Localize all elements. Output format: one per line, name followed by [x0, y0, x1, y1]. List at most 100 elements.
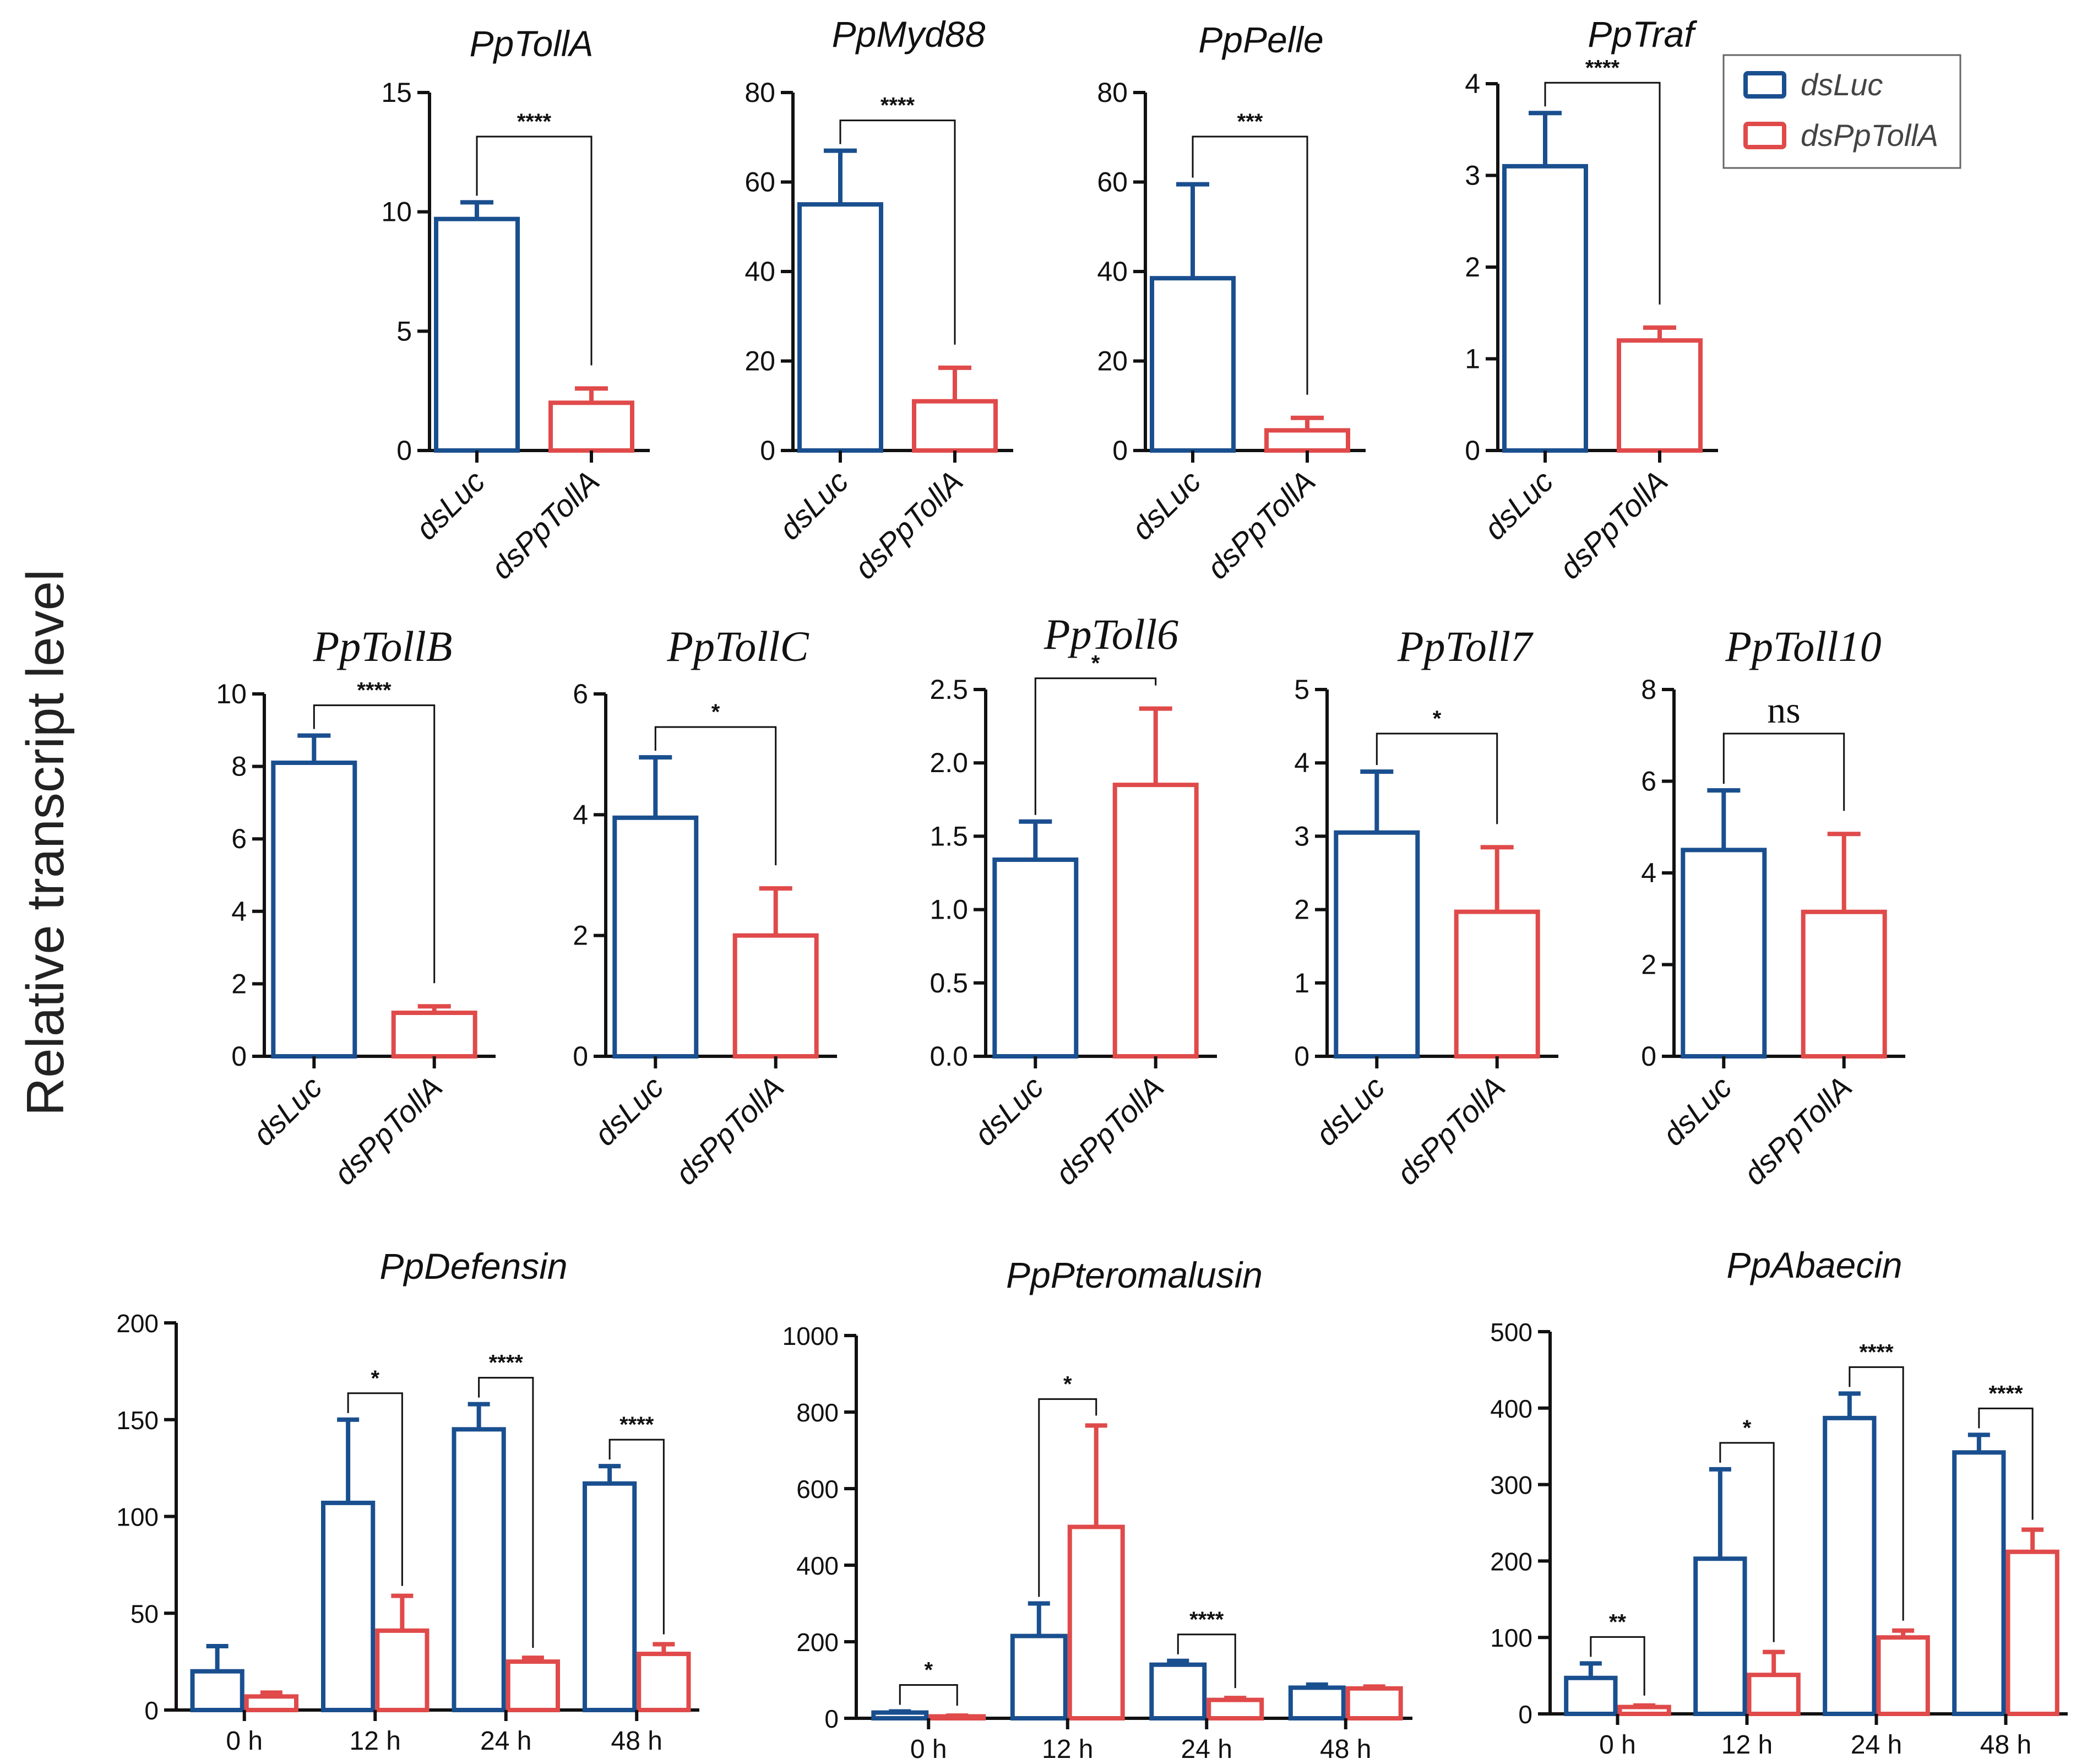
x-tick-label: 24 h [1181, 1735, 1232, 1764]
y-tick-label: 1 [1294, 968, 1309, 998]
x-tick-label: dsLuc [1309, 1070, 1392, 1152]
chart-panels: PpTollA051015dsLucdsPpTollA****PpMyd8802… [116, 14, 2068, 1764]
significance-label: * [1091, 652, 1100, 676]
x-tick-label: 12 h [1721, 1730, 1773, 1760]
x-tick-label: 12 h [350, 1727, 401, 1756]
bar-dspptolla [244, 1694, 298, 1713]
y-tick-label: 0 [231, 1041, 247, 1072]
y-tick-label: 1.0 [930, 894, 968, 925]
chart-title: PpAbaecin [1726, 1245, 1902, 1285]
y-tick-label: 2 [1465, 252, 1480, 283]
x-tick-label: dsPpTollA [1048, 1070, 1170, 1191]
y-tick-label: 3 [1294, 821, 1309, 851]
y-tick-label: 60 [1097, 167, 1128, 198]
significance-bracket [1192, 135, 1308, 395]
significance-bracket [1544, 82, 1661, 305]
significance-label: **** [1859, 1340, 1894, 1364]
bar-dspptolla [928, 1714, 986, 1720]
y-tick-label: 100 [116, 1503, 159, 1532]
significance-label: **** [1585, 56, 1620, 80]
y-tick-label: 0.0 [930, 1041, 968, 1072]
y-tick-label: 0 [1294, 1041, 1309, 1072]
bar-dspptolla [1454, 909, 1540, 1059]
significance-bracket [476, 135, 593, 366]
significance-bracket [1376, 732, 1498, 824]
y-tick-label: 2.0 [930, 747, 968, 778]
y-tick-label: 200 [116, 1309, 159, 1338]
chart-title: PpToll10 [1725, 622, 1881, 670]
significance-label: **** [357, 679, 392, 703]
y-tick-label: 20 [1097, 346, 1128, 377]
x-tick-label: dsPpTollA [668, 1070, 790, 1191]
significance-bracket [1038, 1398, 1097, 1597]
bar-dspptolla [1617, 338, 1703, 453]
bar-dsluc [612, 815, 699, 1059]
bar-dsluc [797, 202, 883, 453]
y-tick-label: 0 [1112, 435, 1128, 466]
y-tick-label: 5 [1294, 674, 1309, 705]
y-tick-label: 2 [1294, 894, 1309, 925]
y-tick-label: 0.5 [930, 968, 968, 998]
x-tick-label: 48 h [1980, 1730, 2031, 1760]
y-tick-label: 80 [744, 77, 775, 108]
significance-bracket [608, 1439, 665, 1635]
x-tick-label: dsPpTollA [847, 464, 969, 585]
y-tick-label: 4 [1465, 68, 1480, 99]
chart-title: PpTollB [313, 622, 453, 670]
significance-label: * [1743, 1416, 1752, 1440]
x-tick-label: 48 h [1320, 1735, 1371, 1764]
x-tick-label: dsPpTollA [1390, 1070, 1512, 1191]
x-tick-label: dsPpTollA [484, 464, 606, 585]
significance-bracket [1590, 1636, 1645, 1696]
chart-title: PpDefensin [379, 1246, 567, 1287]
x-tick-label: dsLuc [246, 1070, 329, 1152]
x-tick-label: 0 h [910, 1735, 947, 1764]
bar-dspptolla [1617, 1705, 1671, 1717]
y-tick-label: 300 [1490, 1471, 1532, 1500]
significance-label: **** [619, 1413, 654, 1437]
y-tick-label: 0 [760, 435, 775, 466]
chart-title: PpMyd88 [832, 14, 986, 55]
significance-label: * [711, 700, 720, 724]
significance-bracket [1719, 1442, 1775, 1642]
y-tick-label: 200 [796, 1628, 839, 1657]
chart-title: PpToll6 [1043, 610, 1178, 658]
bar-dsluc [1334, 830, 1420, 1059]
legend-label-dsluc: dsLuc [1801, 67, 1883, 102]
x-tick-label: dsPpTollA [327, 1070, 449, 1191]
bar-dspptolla [732, 933, 819, 1059]
significance-bracket [899, 1684, 958, 1706]
x-tick-label: dsPpTollA [1737, 1070, 1858, 1191]
bar-dsluc [1564, 1675, 1618, 1716]
significance-label: **** [880, 94, 915, 118]
x-tick-label: 12 h [1042, 1735, 1093, 1764]
bar-dsluc [271, 761, 357, 1059]
bar-dsluc [1952, 1450, 2006, 1716]
bar-dsluc [452, 1427, 506, 1712]
y-tick-label: 0 [1518, 1700, 1532, 1729]
x-tick-label: dsLuc [588, 1070, 670, 1152]
legend: dsLuc dsPpTollA [1722, 54, 1961, 169]
y-tick-label: 0 [824, 1705, 839, 1733]
bar-dsluc [1150, 276, 1236, 453]
y-tick-label: 3 [1465, 160, 1480, 191]
y-tick-label: 2 [231, 968, 247, 999]
y-tick-label: 5 [396, 316, 412, 346]
significance-bracket [1722, 732, 1845, 811]
legend-swatch-dspptolla [1743, 122, 1786, 149]
y-tick-label: 0 [573, 1041, 588, 1072]
bar-dspptolla [1747, 1673, 1801, 1716]
y-tick-label: 0 [396, 435, 412, 466]
significance-label: **** [1189, 1608, 1224, 1632]
y-tick-label: 1.5 [930, 821, 968, 851]
x-tick-label: 0 h [226, 1727, 263, 1756]
significance-label: * [1433, 707, 1442, 731]
x-tick-label: dsLuc [1124, 464, 1207, 546]
y-tick-label: 2 [573, 920, 588, 951]
